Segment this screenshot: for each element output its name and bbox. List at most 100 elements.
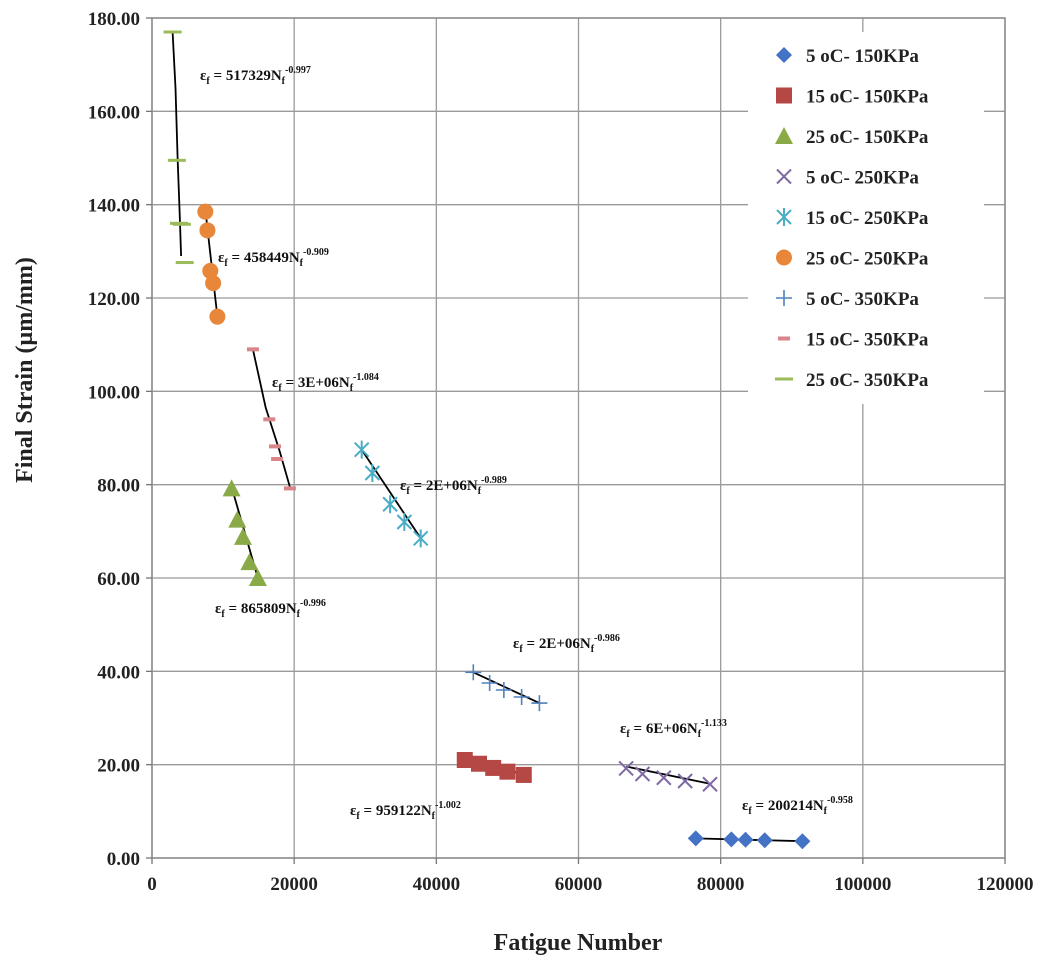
data-point — [702, 776, 718, 792]
data-point — [197, 203, 214, 220]
legend-label: 15 oC- 150KPa — [806, 87, 929, 108]
data-point — [240, 553, 259, 571]
legend-label: 15 oC- 350KPa — [806, 330, 929, 351]
data-point — [283, 486, 296, 491]
trend-line — [472, 671, 540, 704]
trend-equation: εf = 6E+06Nf-1.133 — [620, 718, 727, 740]
data-point — [794, 833, 811, 850]
data-point — [737, 831, 754, 848]
trend-equation: εf = 517329Nf-0.997 — [200, 65, 311, 87]
data-point — [515, 766, 532, 783]
trend-equations: εf = 200214Nf-0.958 εf = 959122Nf-1.002 εf… — [200, 65, 853, 822]
legend-label: 5 oC- 150KPa — [806, 46, 919, 67]
trend-line — [360, 449, 422, 539]
x-tick-label: 40000 — [413, 874, 461, 895]
y-tick-label: 40.00 — [97, 662, 140, 683]
legend-label: 25 oC- 150KPa — [806, 127, 929, 148]
data-point — [495, 682, 512, 698]
data-point — [228, 510, 247, 528]
data-point — [481, 675, 498, 691]
data-point — [531, 695, 548, 712]
legend-label: 25 oC- 350KPa — [806, 370, 929, 391]
data-point — [209, 308, 226, 325]
data-point — [222, 479, 241, 497]
data-points — [163, 30, 811, 850]
y-axis-title: Final Strain (µm/mm) — [12, 257, 38, 483]
data-point — [499, 763, 516, 780]
x-tick-label: 60000 — [555, 874, 603, 895]
data-point — [202, 262, 219, 279]
data-point — [656, 770, 672, 786]
data-point — [271, 457, 284, 461]
y-tick-label: 100.00 — [88, 382, 140, 403]
y-tick-label: 120.00 — [88, 289, 140, 310]
y-tick-label: 160.00 — [88, 102, 140, 123]
data-point — [172, 222, 191, 226]
trend-equation: εf = 959122Nf-1.002 — [350, 800, 461, 822]
data-point — [485, 759, 502, 776]
data-point — [167, 158, 186, 162]
data-point — [687, 830, 704, 847]
data-point — [634, 766, 651, 782]
trend-equation: εf = 865809Nf-0.996 — [215, 598, 326, 620]
legend-label: 25 oC- 250KPa — [806, 249, 929, 270]
y-tick-label: 20.00 — [97, 756, 140, 777]
legend-marker — [776, 208, 792, 226]
legend-label: 15 oC- 250KPa — [806, 208, 929, 229]
x-tick-label: 80000 — [697, 874, 745, 895]
legend-marker — [776, 168, 792, 185]
data-point — [456, 752, 473, 768]
trend-equation: εf = 2E+06Nf-0.989 — [400, 475, 507, 497]
legend: 5 oC- 150KPa 15 oC- 150KPa 25 oC- 150KPa 5 … — [748, 32, 984, 404]
legend-marker — [775, 127, 793, 144]
trend-equation: εf = 200214Nf-0.958 — [742, 795, 853, 817]
data-point — [396, 513, 413, 531]
legend-marker — [776, 290, 792, 306]
data-point — [723, 831, 740, 848]
data-point — [163, 30, 182, 34]
x-axis-title: Fatigue Number — [494, 930, 663, 956]
data-point — [248, 569, 267, 586]
trend-line — [625, 765, 711, 785]
data-point — [263, 417, 276, 422]
trend-equation: εf = 2E+06Nf-0.986 — [513, 633, 620, 655]
y-tick-label: 60.00 — [97, 569, 140, 590]
data-point — [233, 527, 252, 545]
legend-marker — [778, 336, 790, 341]
legend-marker — [776, 249, 792, 266]
legend-marker — [776, 47, 792, 63]
y-tick-label: 0.00 — [107, 849, 140, 870]
data-point — [205, 275, 222, 292]
legend-label: 5 oC- 250KPa — [806, 168, 919, 189]
trend-equation: εf = 458449Nf-0.909 — [218, 247, 329, 269]
x-tick-label: 100000 — [834, 874, 891, 895]
data-point — [465, 664, 482, 681]
trend-line — [252, 349, 291, 488]
legend-label: 5 oC- 350KPa — [806, 289, 919, 310]
x-axis-ticks: 0 20000 40000 60000 80000 100000 120000 — [147, 858, 1034, 895]
data-point — [412, 529, 429, 548]
data-point — [199, 222, 216, 239]
y-tick-label: 180.00 — [88, 9, 140, 30]
data-point — [268, 444, 281, 449]
data-point — [513, 689, 530, 705]
data-point — [246, 347, 259, 352]
y-axis-ticks: 0.00 20.00 40.00 60.00 80.00 100.00 120.00 140.… — [88, 9, 152, 870]
x-tick-label: 120000 — [977, 874, 1034, 895]
data-point — [364, 464, 381, 482]
data-point — [677, 773, 693, 789]
x-tick-label: 20000 — [270, 874, 318, 895]
trend-equation: εf = 3E+06Nf-1.084 — [272, 372, 379, 394]
y-tick-label: 80.00 — [97, 476, 140, 497]
legend-marker — [775, 377, 793, 381]
y-tick-label: 140.00 — [88, 196, 140, 217]
data-point — [470, 755, 487, 772]
legend-marker — [776, 87, 792, 104]
trend-line — [171, 31, 182, 257]
data-point — [618, 760, 634, 777]
x-tick-label: 0 — [147, 874, 157, 895]
data-point — [175, 261, 194, 265]
data-point — [353, 440, 370, 459]
data-point — [756, 832, 773, 849]
